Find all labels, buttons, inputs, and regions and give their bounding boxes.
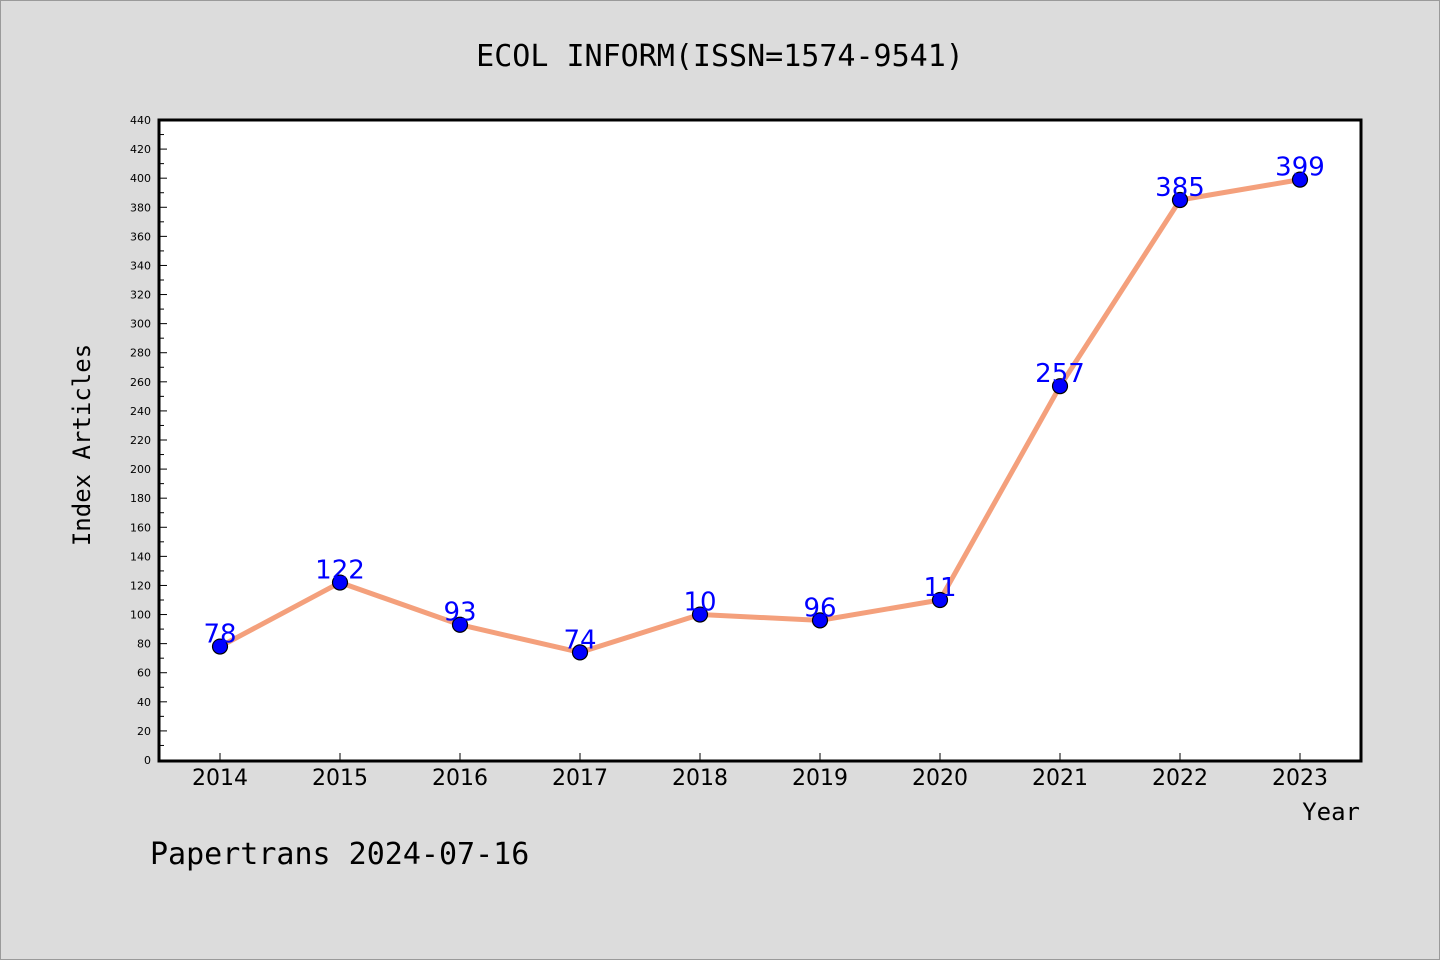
data-point xyxy=(811,612,829,629)
y-tick-label: 100 xyxy=(130,609,151,622)
y-tick-label: 180 xyxy=(130,492,151,505)
y-tick-label: 400 xyxy=(130,172,151,185)
y-tick-label: 380 xyxy=(130,201,151,214)
x-tick-label: 2022 xyxy=(1152,766,1208,791)
data-point xyxy=(931,591,949,609)
x-tick-label: 2019 xyxy=(792,766,848,791)
y-tick-label: 80 xyxy=(137,638,151,651)
data-label: 257 xyxy=(1035,359,1085,389)
y-tick-label: 440 xyxy=(130,114,151,127)
x-tick-label: 2020 xyxy=(912,766,968,791)
data-point xyxy=(331,574,349,591)
data-label: 78 xyxy=(203,620,236,650)
y-tick-label: 340 xyxy=(130,259,151,272)
x-tick-label: 2015 xyxy=(312,766,368,791)
data-point xyxy=(571,644,589,661)
data-point xyxy=(1051,378,1069,395)
x-axis-ticks: 2014 2015 2016 2017 2018 2019 2020 2021 2022 2023 xyxy=(192,753,1328,791)
y-tick-label: 220 xyxy=(130,434,151,447)
data-label: 96 xyxy=(803,593,836,623)
y-tick-label: 60 xyxy=(137,667,151,680)
footer-text: Papertrans 2024-07-16 xyxy=(150,837,529,872)
data-label: 122 xyxy=(315,556,365,586)
x-tick-label: 2018 xyxy=(672,766,728,791)
y-tick-label: 0 xyxy=(144,754,151,767)
y-tick-label: 120 xyxy=(130,579,151,592)
series-line-group xyxy=(217,177,1303,655)
x-tick-label: 2014 xyxy=(192,766,248,791)
data-label: 74 xyxy=(563,625,596,655)
y-tick-label: 20 xyxy=(137,725,151,738)
y-tick-label: 420 xyxy=(130,143,151,156)
x-axis-label: Year xyxy=(1302,798,1360,826)
y-tick-label: 40 xyxy=(137,696,151,709)
y-tick-label: 240 xyxy=(130,405,151,418)
y-tick-label: 160 xyxy=(130,521,151,534)
y-axis-ticks: 0 20 40 60 80 100 120 140 160 180 200 220 240 260 280 3… xyxy=(130,114,167,767)
data-point xyxy=(1291,171,1309,188)
data-label: 399 xyxy=(1275,153,1325,183)
plot-area xyxy=(157,118,1363,763)
y-tick-label: 260 xyxy=(130,376,151,389)
data-point xyxy=(451,616,469,633)
y-tick-label: 300 xyxy=(130,318,151,331)
series-line xyxy=(217,177,1303,655)
x-tick-label: 2017 xyxy=(552,766,608,791)
x-tick-label: 2016 xyxy=(432,766,488,791)
y-tick-label: 200 xyxy=(130,463,151,476)
data-point xyxy=(211,638,229,655)
data-point xyxy=(691,606,709,623)
markers-group xyxy=(211,171,1309,661)
data-label: 11 xyxy=(923,573,956,603)
data-label: 93 xyxy=(443,598,476,628)
y-tick-label: 360 xyxy=(130,230,151,243)
data-label: 385 xyxy=(1155,173,1205,203)
chart-title: ECOL INFORM(ISSN=1574-9541) xyxy=(476,39,964,74)
y-axis-label: Index Articles xyxy=(68,344,96,546)
data-point xyxy=(1171,191,1189,209)
y-tick-label: 140 xyxy=(130,550,151,563)
data-labels-group: 78 122 93 74 10 96 11 257 385 399 xyxy=(203,153,1324,656)
x-tick-label: 2023 xyxy=(1272,766,1328,791)
x-tick-label: 2021 xyxy=(1032,766,1088,791)
y-tick-label: 320 xyxy=(130,289,151,302)
data-label: 10 xyxy=(683,588,716,618)
y-tick-label: 280 xyxy=(130,347,151,360)
